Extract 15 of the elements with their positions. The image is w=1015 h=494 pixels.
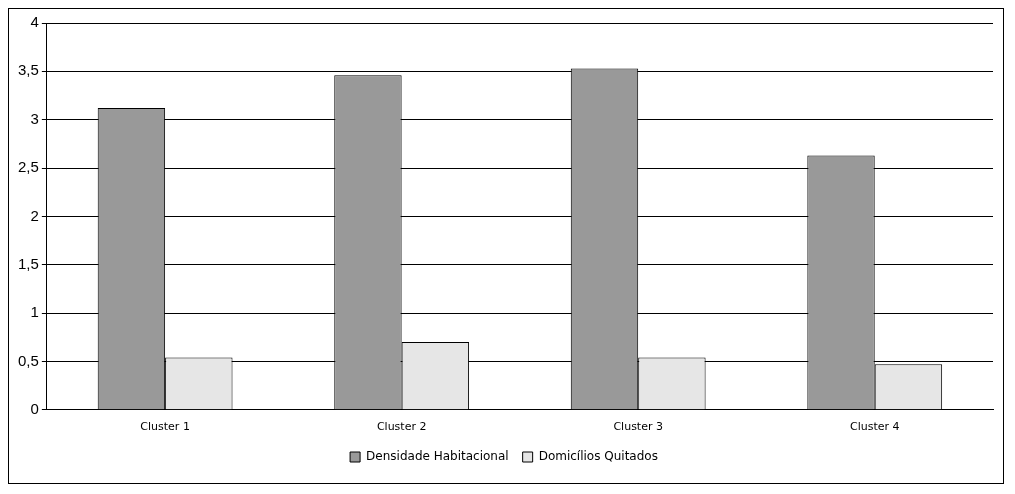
- y-tick-label: 2,5: [17, 158, 39, 176]
- y-tick-label: 1: [30, 303, 39, 321]
- legend-label: Densidade Habitacional: [366, 449, 509, 464]
- x-tick-label: Cluster 1: [140, 420, 190, 434]
- legend-label: Domicílios Quitados: [538, 449, 658, 464]
- y-tick-label: 3: [30, 109, 39, 127]
- y-tick-label: 4: [30, 13, 39, 31]
- x-tick-label: Cluster 4: [849, 420, 900, 434]
- x-tick-label: Cluster 2: [376, 420, 427, 434]
- y-tick-label: 1,5: [17, 254, 39, 272]
- y-tick-label: 3,5: [17, 61, 39, 79]
- y-tick-label: 0,5: [17, 351, 39, 369]
- x-tick-label: Cluster 3: [613, 420, 663, 434]
- y-tick-label: 2: [30, 206, 39, 224]
- y-tick-label: 0: [30, 399, 39, 417]
